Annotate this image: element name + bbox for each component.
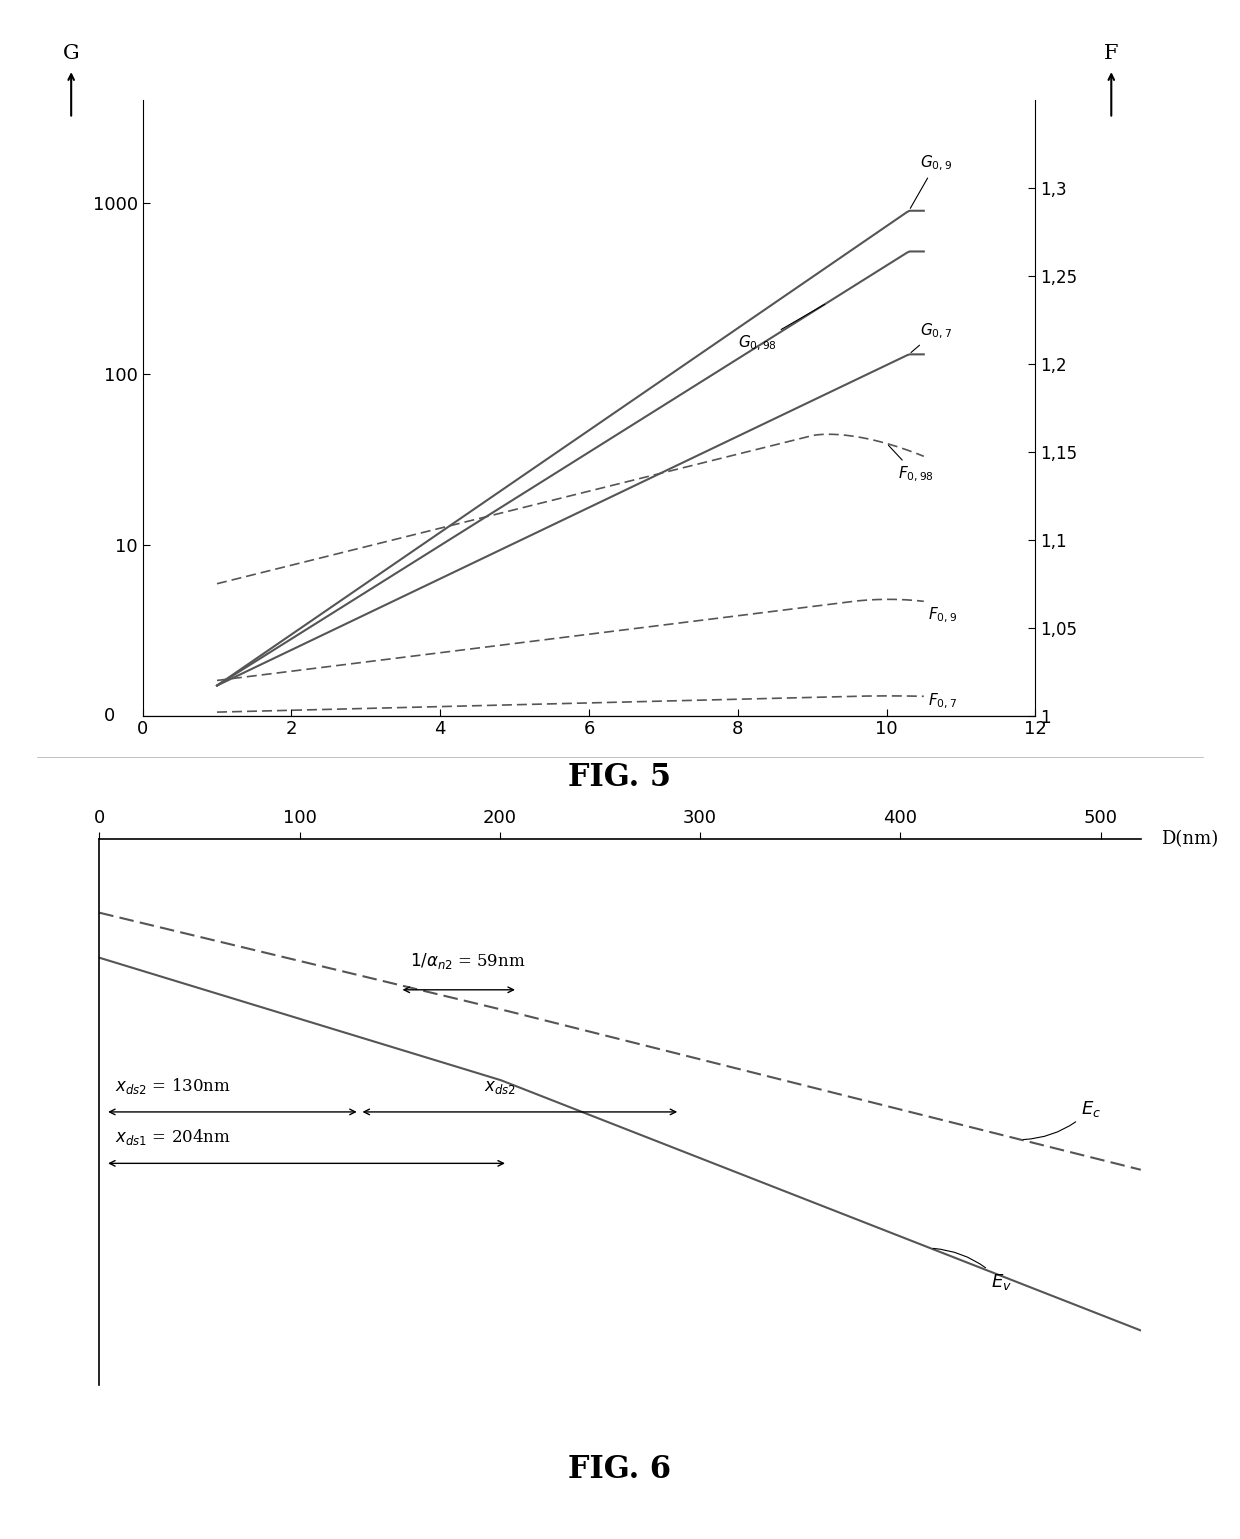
Text: F: F (1104, 45, 1118, 63)
Text: $G_{0,7}$: $G_{0,7}$ (911, 322, 952, 352)
Text: $1/\alpha_{n2}$ = 59nm: $1/\alpha_{n2}$ = 59nm (409, 951, 526, 971)
Text: FIG. 5: FIG. 5 (568, 762, 672, 793)
Text: $F_{0,98}$: $F_{0,98}$ (889, 445, 934, 485)
Text: $G_{0,9}$: $G_{0,9}$ (910, 154, 952, 208)
Text: 0: 0 (104, 706, 115, 725)
Text: $x_{ds2}$: $x_{ds2}$ (484, 1079, 516, 1096)
Text: FIG. 6: FIG. 6 (568, 1454, 672, 1485)
Text: $x_{ds1}$ = 204nm: $x_{ds1}$ = 204nm (115, 1127, 231, 1147)
Text: $F_{0,9}$: $F_{0,9}$ (928, 605, 956, 625)
Text: $G_{0,98}$: $G_{0,98}$ (738, 305, 825, 352)
Text: D(nm): D(nm) (1161, 830, 1218, 848)
Text: G: G (63, 45, 79, 63)
Text: $E_c$: $E_c$ (1023, 1099, 1101, 1139)
Text: $F_{0,7}$: $F_{0,7}$ (928, 691, 956, 711)
Text: $E_v$: $E_v$ (934, 1248, 1012, 1291)
Text: $x_{ds2}$ = 130nm: $x_{ds2}$ = 130nm (115, 1076, 231, 1096)
